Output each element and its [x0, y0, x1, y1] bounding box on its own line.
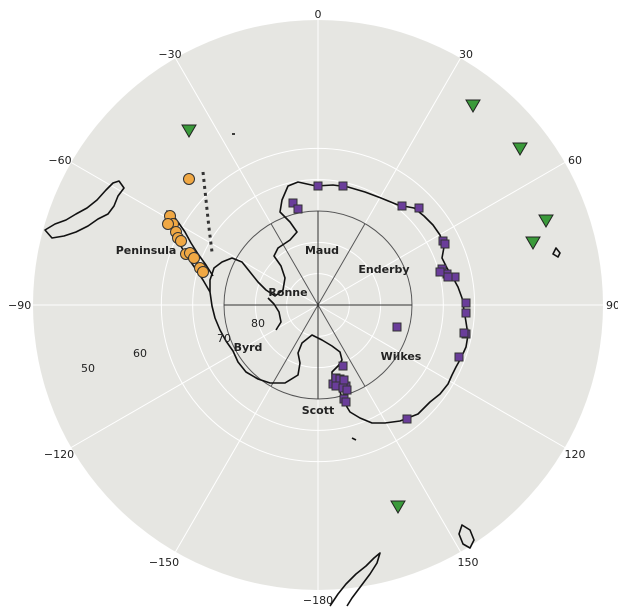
meridian-line [70, 162, 319, 306]
coastal-site-marker [461, 308, 471, 318]
offshore-site-marker [465, 99, 481, 113]
coastal-site-marker [443, 272, 453, 282]
peninsula-boundary [201, 171, 214, 253]
offshore-site-marker [390, 500, 406, 514]
peninsula-site-marker [183, 173, 195, 185]
longitude-tick-label: −60 [48, 154, 71, 167]
longitude-tick-label: −180 [303, 594, 333, 607]
latitude-label: 60 [133, 347, 147, 360]
coastal-site-marker [461, 298, 471, 308]
coastal-site-marker [341, 397, 351, 407]
region-divider [270, 223, 319, 306]
longitude-tick-label: 0 [315, 8, 322, 21]
coastal-site-marker [459, 328, 469, 338]
coastal-site-marker [454, 352, 464, 362]
latitude-label: 70 [217, 332, 231, 345]
coastal-site-marker [313, 181, 323, 191]
map-labels: 0 30 60 90 120 150 −180 −150 −120 −90 −60 −30 80 70 60… [8, 8, 618, 607]
coastal-site-marker [338, 361, 348, 371]
peninsula-site-marker [162, 218, 174, 230]
coastal-site-marker [342, 385, 352, 395]
region-label-peninsula: Peninsula [116, 244, 177, 257]
peninsula-site-marker [175, 235, 187, 247]
longitude-tick-label: −30 [158, 48, 181, 61]
coastal-site-marker [402, 414, 412, 424]
coastal-site-marker [397, 201, 407, 211]
peninsula-site-marker [188, 252, 200, 264]
scott-island [351, 437, 357, 441]
longitude-tick-label: 60 [568, 154, 582, 167]
meridian-line [317, 304, 566, 448]
ross-ice-coast [267, 297, 282, 331]
coastal-site-marker [392, 322, 402, 332]
offshore-site-marker [512, 142, 528, 156]
longitude-tick-label: −150 [149, 556, 179, 569]
longitude-tick-label: 90 [606, 299, 618, 312]
site-markers [162, 99, 554, 514]
peninsula-site-marker [197, 266, 209, 278]
coastal-site-marker [339, 375, 349, 385]
longitude-tick-label: −90 [8, 299, 31, 312]
tasmania-coast [458, 524, 475, 549]
region-label-enderby: Enderby [358, 263, 409, 276]
coastal-site-marker [435, 267, 445, 277]
coastal-site-marker [440, 239, 450, 249]
longitude-tick-label: 120 [565, 448, 586, 461]
offshore-site-marker [538, 214, 554, 228]
region-label-wilkes: Wilkes [381, 350, 422, 363]
offshore-site-marker [181, 124, 197, 138]
longitude-tick-label: −120 [44, 448, 74, 461]
coastal-site-marker [414, 203, 424, 213]
region-divider [317, 223, 366, 306]
region-label-byrd: Byrd [234, 341, 263, 354]
meridian-line [317, 162, 566, 306]
offshore-site-marker [525, 236, 541, 250]
new-zealand-coast [329, 552, 381, 607]
coastal-site-marker [288, 198, 298, 208]
longitude-tick-label: 30 [459, 48, 473, 61]
region-label-scott: Scott [302, 404, 335, 417]
latitude-label: 80 [251, 317, 265, 330]
region-label-ronne: Ronne [268, 286, 307, 299]
region-divider [270, 304, 319, 387]
region-boundaries [201, 171, 413, 400]
longitude-tick-label: 150 [458, 556, 479, 569]
kerguelen-island [552, 247, 561, 258]
coastal-site-marker [338, 181, 348, 191]
latitude-label: 50 [81, 362, 95, 375]
coastal-site-marker [293, 204, 303, 214]
region-divider [317, 304, 366, 387]
region-label-maud: Maud [305, 244, 339, 257]
south-america-coast [44, 180, 125, 239]
